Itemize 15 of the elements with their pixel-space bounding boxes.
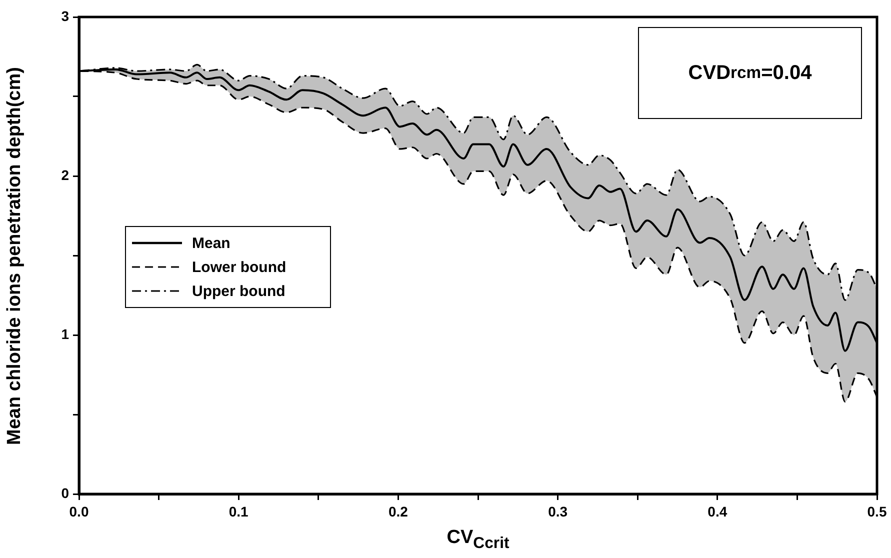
x-tick-label: 0.0 <box>69 503 89 520</box>
y-tick-label: 1 <box>61 326 70 342</box>
legend-label: Mean <box>192 234 230 252</box>
y-tick-label: 0 <box>61 484 70 501</box>
legend-label: Lower bound <box>192 258 286 276</box>
legend-label: Upper bound <box>192 282 286 300</box>
x-tick-label: 0.1 <box>228 503 249 520</box>
y-axis-title: Mean chloride ions penetration depth(cm) <box>4 66 26 447</box>
x-tick-label: 0.5 <box>867 503 887 520</box>
y-tick-label: 2 <box>61 166 70 183</box>
x-tick-label: 0.2 <box>388 503 408 520</box>
x-tick-label: 0.4 <box>708 503 728 520</box>
x-tick-label: 0.3 <box>548 503 568 520</box>
y-tick-label: 3 <box>61 8 70 24</box>
x-axis-title: CV$_{Ccrit}$ <box>446 527 510 553</box>
